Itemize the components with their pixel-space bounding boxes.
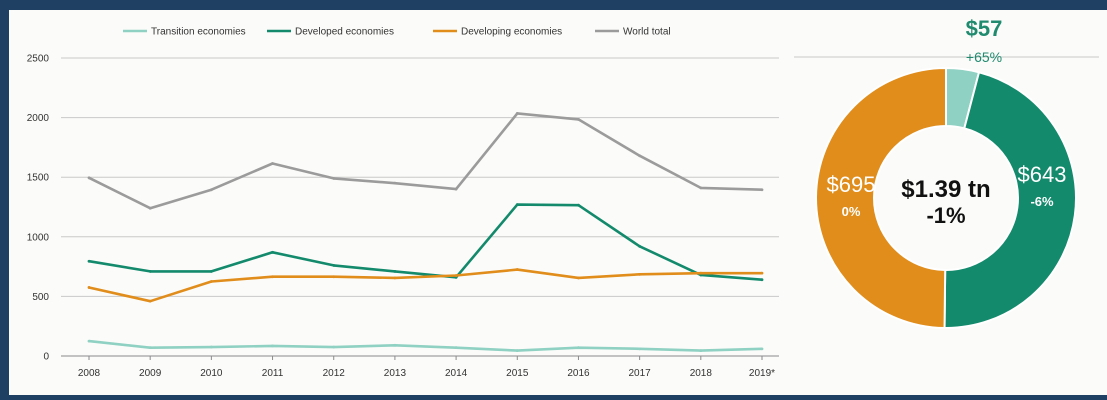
legend-label: World total (623, 27, 671, 38)
data-point (454, 274, 458, 277)
series-line-2 (88, 268, 762, 303)
chart-svg: 0 500 1000 1500 2000 2500 2008 2009 2010 2011 2012… (27, 16, 1099, 379)
data-point (577, 346, 580, 350)
data-point (515, 112, 519, 115)
x-tick-label: 2017 (629, 368, 652, 379)
data-point (577, 117, 580, 121)
data-point (515, 268, 519, 271)
data-point (699, 271, 703, 275)
slice-value-label: $643 (1018, 162, 1067, 187)
x-tick-label: 2019* (749, 368, 775, 379)
legend-label: Developed economies (295, 27, 394, 38)
data-point (148, 269, 152, 273)
data-point (209, 280, 213, 283)
slice-change-label: 0% (842, 204, 861, 219)
slice-value-label: $57 (966, 16, 1003, 41)
data-point (209, 269, 213, 273)
data-point (87, 339, 91, 343)
x-tick-label: 2009 (139, 368, 162, 379)
data-point (454, 346, 458, 350)
data-point (760, 188, 764, 192)
data-point (760, 271, 764, 275)
series-line-0 (88, 339, 763, 352)
x-tick-label: 2012 (323, 368, 346, 379)
series-line-1 (88, 203, 763, 281)
data-point (271, 250, 274, 254)
slice-change-label: +65% (966, 49, 1002, 65)
legend-label: Transition economies (151, 27, 246, 38)
data-point (148, 299, 152, 303)
data-point (577, 203, 580, 207)
data-point (393, 181, 397, 185)
slice-value-label: $695 (827, 172, 876, 197)
x-tick-label: 2016 (567, 368, 590, 379)
donut-center-change: -1% (926, 203, 965, 228)
data-point (271, 275, 274, 279)
data-point (87, 259, 91, 263)
data-point (699, 186, 703, 190)
data-point (577, 276, 580, 280)
data-point (515, 349, 519, 353)
data-point (332, 176, 336, 180)
y-tick-label: 0 (43, 352, 49, 363)
data-point (393, 276, 397, 280)
data-point (638, 272, 642, 276)
y-tick-label: 2500 (27, 54, 50, 65)
data-point (148, 346, 152, 350)
x-tick-label: 2010 (200, 368, 223, 379)
x-tick-label: 2008 (78, 368, 101, 379)
data-point (271, 162, 274, 165)
donut-slice-1 (943, 71, 1077, 329)
data-point (638, 154, 642, 158)
donut-center-value: $1.39 tn (901, 176, 990, 203)
chart-panel: 0 500 1000 1500 2000 2500 2008 2009 2010 2011 2012… (9, 10, 1107, 395)
data-point (760, 278, 764, 282)
data-point (332, 264, 336, 267)
y-tick-label: 1500 (27, 173, 50, 184)
data-point (638, 347, 642, 351)
y-tick-label: 1000 (27, 232, 50, 243)
series-line-3 (88, 112, 763, 210)
data-point (454, 187, 458, 191)
x-tick-label: 2015 (506, 368, 529, 379)
data-point (209, 345, 213, 349)
data-point (332, 275, 336, 279)
legend-label: Developing economies (461, 27, 562, 38)
data-point (393, 269, 397, 273)
data-point (87, 286, 91, 289)
data-point (515, 203, 519, 207)
data-point (393, 343, 397, 347)
y-tick-label: 500 (32, 292, 49, 303)
y-tick-label: 2000 (27, 113, 50, 124)
data-point (87, 176, 91, 180)
x-tick-label: 2014 (445, 368, 468, 379)
donut-slice-2 (815, 66, 947, 330)
x-tick-label: 2011 (262, 368, 284, 379)
data-point (760, 347, 764, 351)
x-tick-label: 2013 (384, 368, 407, 379)
data-point (699, 349, 703, 353)
data-point (638, 244, 642, 248)
slice-change-label: -6% (1030, 194, 1054, 209)
data-point (332, 345, 336, 349)
x-tick-label: 2018 (690, 368, 713, 379)
data-point (271, 344, 274, 348)
data-point (209, 188, 213, 192)
data-point (148, 206, 152, 210)
